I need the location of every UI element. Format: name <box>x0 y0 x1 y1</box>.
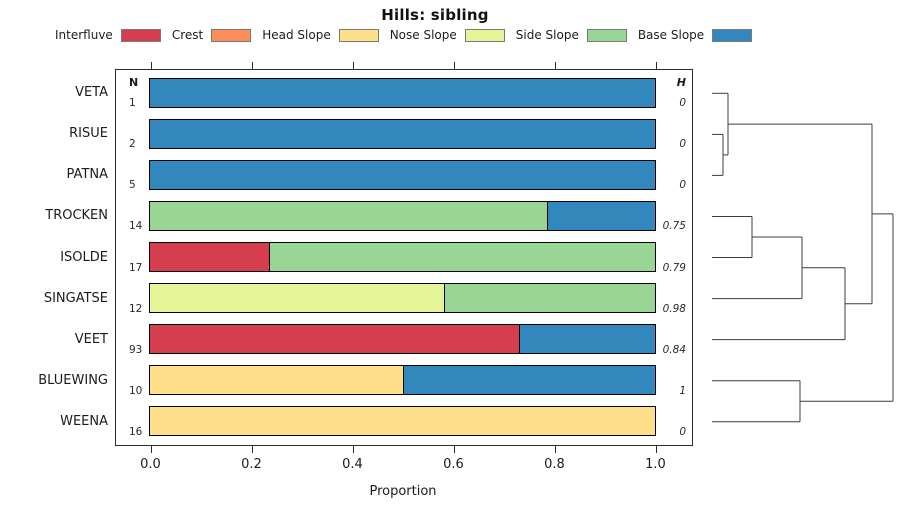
row-label: TROCKEN <box>45 208 108 224</box>
axis-tick-bottom <box>453 446 455 453</box>
stacked-bar <box>149 283 656 314</box>
x-axis-title: Proportion <box>369 484 437 499</box>
interfluve-swatch <box>120 28 161 42</box>
axis-tick-label: 0.0 <box>140 457 161 472</box>
row-label: BLUEWING <box>38 372 108 388</box>
bar-segment-head-slope <box>150 407 655 436</box>
bar-segment-base-slope <box>519 325 655 354</box>
axis-tick-bottom <box>251 446 253 453</box>
legend: Interfluve Crest Head Slope Nose Slope Side … <box>55 27 753 43</box>
legend-item: Interfluve <box>55 28 161 42</box>
h-column-header: H <box>676 76 686 89</box>
legend-label: Head Slope <box>262 28 331 42</box>
axis-tick-bottom <box>150 446 152 453</box>
axis-tick-label: 0.8 <box>544 457 565 472</box>
legend-item: Head Slope <box>262 28 379 42</box>
stacked-bar <box>149 77 656 108</box>
axis-tick-label: 0.2 <box>241 457 262 472</box>
crest-swatch <box>211 28 252 42</box>
h-value: 1 <box>679 384 686 397</box>
axis-tick-bottom <box>554 446 556 453</box>
bar-segment-base-slope <box>402 366 655 395</box>
stacked-bar <box>149 200 656 231</box>
row-label: ISOLDE <box>60 249 108 265</box>
bar-segment-side-slope <box>268 243 655 271</box>
axis-tick-label: 0.6 <box>443 457 464 472</box>
stacked-bar <box>149 242 656 272</box>
axis-tick-bottom <box>655 446 657 453</box>
legend-label: Side Slope <box>515 28 579 42</box>
n-value: 14 <box>129 220 143 233</box>
stacked-bar <box>149 159 656 190</box>
axis-tick-top <box>150 62 152 69</box>
row-label: RISUE <box>69 126 108 142</box>
row-label: SINGATSE <box>43 290 108 306</box>
stacked-bar <box>149 406 656 437</box>
bar-segment-nose-slope <box>150 284 445 313</box>
legend-item: Side Slope <box>516 28 627 42</box>
axis-tick-label: 1.0 <box>645 457 666 472</box>
chart-title: Hills: sibling <box>381 6 489 24</box>
axis-tick-top <box>352 62 354 69</box>
n-column-header: N <box>129 76 139 89</box>
row-label: VETA <box>75 85 108 101</box>
head-slope-swatch <box>338 28 379 42</box>
n-value: 5 <box>129 179 136 192</box>
row-label: VEET <box>74 331 108 347</box>
row-label: PATNA <box>66 167 108 183</box>
axis-tick-top <box>453 62 455 69</box>
plot-box <box>115 69 693 446</box>
legend-label: Nose Slope <box>389 28 457 42</box>
axis-tick-top <box>251 62 253 69</box>
bar-segment-head-slope <box>150 366 403 395</box>
stacked-bar <box>149 118 656 149</box>
axis-tick-bottom <box>352 446 354 453</box>
n-value: 1 <box>129 97 136 110</box>
legend-item: Base Slope <box>637 28 753 42</box>
n-value: 17 <box>129 261 143 274</box>
bar-segment-base-slope <box>150 78 655 107</box>
bar-segment-base-slope <box>546 201 655 230</box>
bar-segment-interfluve <box>150 325 520 354</box>
bar-segment-interfluve <box>150 243 269 271</box>
n-value: 2 <box>129 138 136 151</box>
stacked-bar <box>149 324 656 355</box>
h-value: 0 <box>679 138 686 151</box>
legend-label: Interfluve <box>55 28 113 42</box>
h-value: 0 <box>679 97 686 110</box>
legend-item: Nose Slope <box>390 28 505 42</box>
h-value: 0 <box>679 425 686 438</box>
axis-tick-label: 0.4 <box>342 457 363 472</box>
n-value: 12 <box>129 302 143 315</box>
side-slope-swatch <box>586 28 627 42</box>
legend-label: Crest <box>171 28 204 42</box>
legend-label: Base Slope <box>637 28 705 42</box>
h-value: 0.75 <box>662 220 686 233</box>
n-value: 10 <box>129 384 143 397</box>
h-value: 0 <box>679 179 686 192</box>
axis-tick-top <box>655 62 657 69</box>
bar-segment-base-slope <box>150 119 655 148</box>
bar-segment-side-slope <box>444 284 655 313</box>
h-value: 0.79 <box>662 261 686 274</box>
n-value: 93 <box>129 343 143 356</box>
h-value: 0.84 <box>662 343 686 356</box>
n-value: 16 <box>129 425 143 438</box>
bar-segment-side-slope <box>150 201 547 230</box>
base-slope-swatch <box>712 28 753 42</box>
row-label: WEENA <box>60 413 108 429</box>
axis-tick-top <box>554 62 556 69</box>
h-value: 0.98 <box>662 302 686 315</box>
nose-slope-swatch <box>464 28 505 42</box>
legend-item: Crest <box>171 28 252 42</box>
bar-segment-base-slope <box>150 160 655 189</box>
stacked-bar <box>149 365 656 396</box>
